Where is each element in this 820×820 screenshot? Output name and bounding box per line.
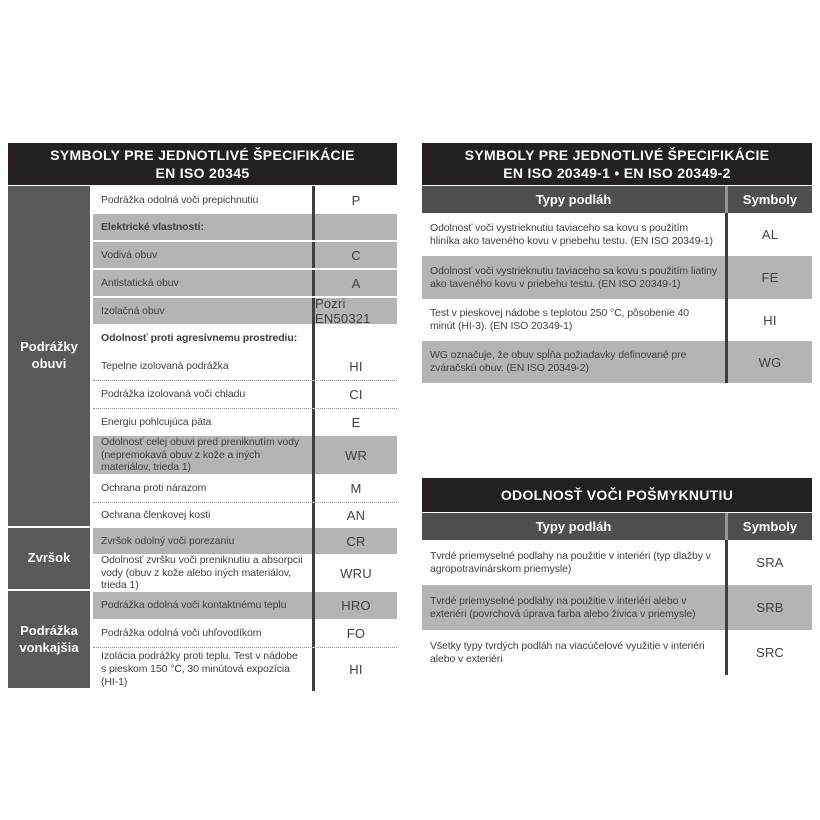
table-title: SYMBOLY PRE JEDNOTLIVÉ ŠPECIFIKÁCIE EN I… xyxy=(422,143,812,185)
row-symbol: AL xyxy=(725,213,812,256)
row-symbol: AN xyxy=(312,503,397,528)
table-row: Tvrdé priemyselné podlahy na použitie v … xyxy=(422,585,812,630)
row-description: Izolácia podrážky proti teplu. Test v ná… xyxy=(101,650,298,688)
table-title: ODOLNOSŤ VOČI POŠMYKNUTIU xyxy=(422,478,812,512)
row-symbol: SRB xyxy=(725,585,812,630)
table-row: Odolnosť zvršku voči preniknutiu a absor… xyxy=(93,554,397,592)
row-description: Odolnosť celej obuvi pred preniknutím vo… xyxy=(101,435,300,474)
row-symbol: E xyxy=(312,409,397,436)
column-header-symbols: Symboly xyxy=(725,186,812,213)
row-symbol: SRC xyxy=(725,630,812,675)
row-description: Podrážka odolná voči kontaktnému teplu xyxy=(101,599,287,612)
table-title: SYMBOLY PRE JEDNOTLIVÉ ŠPECIFIKÁCIE EN I… xyxy=(8,143,397,185)
row-description: Tvrdé priemyselné podlahy na použitie v … xyxy=(430,594,696,620)
row-description: Ochrana členkovej kosti xyxy=(101,509,211,522)
table-row: Izolačná obuv Pozri EN50321 xyxy=(93,296,397,326)
table-title-line1: SYMBOLY PRE JEDNOTLIVÉ ŠPECIFIKÁCIE xyxy=(50,146,355,163)
row-description: Podrážka izolovaná voči chladu xyxy=(101,388,246,401)
rows-column: Podrážka odolná voči prepichnutiu P Elek… xyxy=(93,186,397,691)
table-title-line2: EN ISO 20349-1 • EN ISO 20349-2 xyxy=(503,165,731,181)
row-symbol: FE xyxy=(725,256,812,299)
row-symbol: C xyxy=(312,242,397,268)
category-column: Podrážky obuvi Zvršok Podrážka vonkajšia xyxy=(8,186,90,691)
row-symbol xyxy=(312,324,397,352)
row-description: WG označuje, že obuv spĺňa požiadavky de… xyxy=(430,349,687,374)
row-symbol: HI xyxy=(312,648,397,691)
row-symbol: CI xyxy=(312,381,397,408)
table-row: Vodivá obuv C xyxy=(93,240,397,268)
row-description: Vodivá obuv xyxy=(101,248,158,261)
row-symbol xyxy=(312,214,397,240)
row-description: Podrážka odolná voči prepichnutiu xyxy=(101,193,259,206)
row-description: Všetky typy tvrdých podláh na viacúčelov… xyxy=(430,639,705,665)
category-podrazky-obuvi: Podrážky obuvi xyxy=(8,186,90,526)
table-title-line1: ODOLNOSŤ VOČI POŠMYKNUTIU xyxy=(500,486,734,503)
row-description: Ochrana proti nárazom xyxy=(101,481,207,494)
row-description: Elektrické vlastnosti: xyxy=(101,220,204,233)
column-header-row: Typy podláh Symboly xyxy=(422,513,812,540)
table-row: Zvršok odolný voči porezaniu CR xyxy=(93,528,397,554)
column-header-symbols: Symboly xyxy=(725,513,812,540)
row-symbol: FO xyxy=(312,619,397,647)
row-symbol: A xyxy=(312,270,397,296)
table-row: Odolnosť voči vystrieknutiu taviaceho sa… xyxy=(422,256,812,299)
table-row: Podrážka izolovaná voči chladu CI xyxy=(93,380,397,408)
row-description: Odolnosť voči vystrieknutiu taviaceho sa… xyxy=(430,264,718,290)
row-symbol: HRO xyxy=(312,592,397,619)
table-row: Elektrické vlastnosti: xyxy=(93,214,397,240)
table-row: WG označuje, že obuv spĺňa požiadavky de… xyxy=(422,341,812,383)
row-description: Tepelne izolovaná podrážka xyxy=(101,359,229,372)
table-row: Tvrdé priemyselné podlahy na použitie v … xyxy=(422,540,812,585)
table-row: Odolnosť voči vystrieknutiu taviaceho sa… xyxy=(422,213,812,256)
row-description: Energiu pohlcujúca päta xyxy=(101,416,212,429)
table-row: Podrážka odolná voči kontaktnému teplu H… xyxy=(93,592,397,619)
row-description: Test v pieskovej nádobe s teplotou 250 °… xyxy=(430,307,690,332)
table-row: Izolácia podrážky proti teplu. Test v ná… xyxy=(93,647,397,691)
table-row: Test v pieskovej nádobe s teplotou 250 °… xyxy=(422,299,812,341)
column-header-types: Typy podláh xyxy=(535,192,612,207)
table-en-iso-20345: SYMBOLY PRE JEDNOTLIVÉ ŠPECIFIKÁCIE EN I… xyxy=(8,143,397,691)
table-body: Podrážky obuvi Zvršok Podrážka vonkajšia… xyxy=(8,186,397,691)
table-row: Tepelne izolovaná podrážka HI xyxy=(93,352,397,380)
row-description: Izolačná obuv xyxy=(101,304,165,317)
table-row: Ochrana členkovej kosti AN xyxy=(93,502,397,528)
table-row: Antistatická obuv A xyxy=(93,268,397,296)
table-row: Podrážka odolná voči prepichnutiu P xyxy=(93,186,397,214)
table-en-iso-20349: SYMBOLY PRE JEDNOTLIVÉ ŠPECIFIKÁCIE EN I… xyxy=(422,143,812,383)
row-symbol: CR xyxy=(312,528,397,554)
row-symbol: WG xyxy=(725,341,812,383)
row-symbol: WRU xyxy=(312,554,397,592)
row-description: Zvršok odolný voči porezaniu xyxy=(101,534,235,547)
category-zvrsok: Zvršok xyxy=(8,528,90,589)
row-symbol: HI xyxy=(725,299,812,341)
table-row: Ochrana proti nárazom M xyxy=(93,474,397,502)
category-podrazka-vonkajsia: Podrážka vonkajšia xyxy=(8,591,90,688)
row-symbol: WR xyxy=(312,436,397,474)
column-header-types: Typy podláh xyxy=(535,519,612,534)
row-description: Odolnosť voči vystrieknutiu taviaceho sa… xyxy=(430,221,713,247)
table-title-line1: SYMBOLY PRE JEDNOTLIVÉ ŠPECIFIKÁCIE xyxy=(464,146,770,163)
row-symbol: P xyxy=(312,186,397,214)
table-row: Odolnosť proti agresívnemu prostrediu: xyxy=(93,324,397,352)
table-row: Energiu pohlcujúca päta E xyxy=(93,408,397,436)
table-slip-resistance: ODOLNOSŤ VOČI POŠMYKNUTIU Typy podláh Sy… xyxy=(422,478,812,675)
row-symbol: M xyxy=(312,474,397,502)
rows-column: Odolnosť voči vystrieknutiu taviaceho sa… xyxy=(422,213,812,383)
row-symbol: SRA xyxy=(725,540,812,585)
rows-column: Tvrdé priemyselné podlahy na použitie v … xyxy=(422,540,812,675)
row-symbol: Pozri EN50321 xyxy=(312,296,397,326)
table-row: Odolnosť celej obuvi pred preniknutím vo… xyxy=(93,436,397,474)
row-description: Tvrdé priemyselné podlahy na použitie v … xyxy=(430,549,711,575)
row-symbol: HI xyxy=(312,352,397,380)
row-description: Odolnosť proti agresívnemu prostrediu: xyxy=(101,331,298,344)
row-description: Antistatická obuv xyxy=(101,276,179,289)
row-description: Odolnosť zvršku voči preniknutiu a absor… xyxy=(101,553,303,592)
table-row: Podrážka odolná voči uhľovodíkom FO xyxy=(93,619,397,647)
table-row: Všetky typy tvrdých podláh na viacúčelov… xyxy=(422,630,812,675)
table-title-line2: EN ISO 20345 xyxy=(155,165,250,181)
row-description: Podrážka odolná voči uhľovodíkom xyxy=(101,626,262,639)
column-header-row: Typy podláh Symboly xyxy=(422,186,812,213)
